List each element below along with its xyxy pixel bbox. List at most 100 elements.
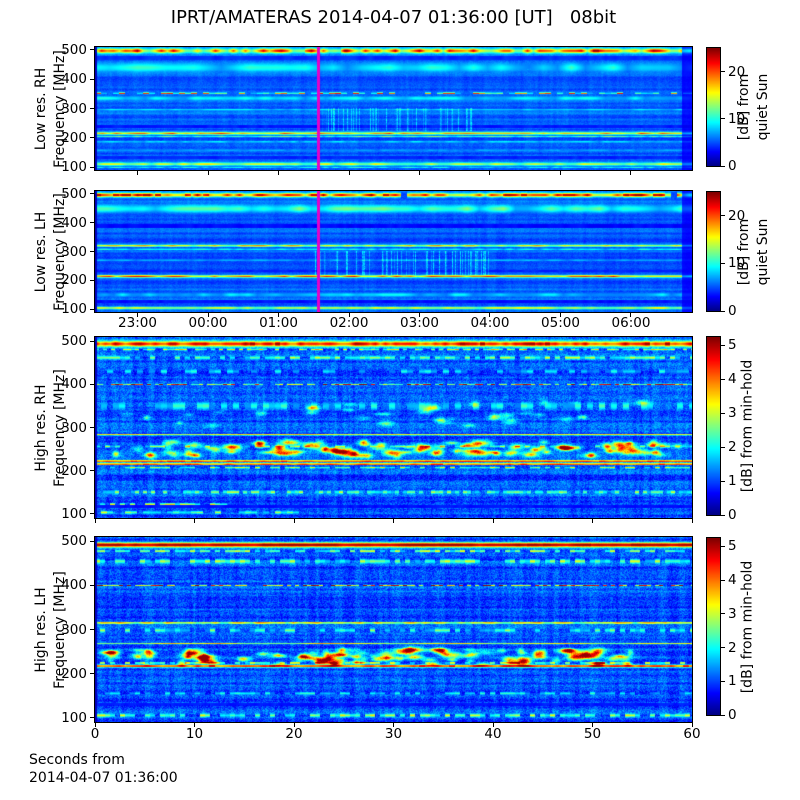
seconds-tick-label: 30 bbox=[384, 726, 403, 742]
colorbar-tick-label: 0 bbox=[728, 303, 737, 319]
y-tick-label: 400 bbox=[61, 376, 87, 393]
y-tick bbox=[90, 308, 94, 310]
x-tick bbox=[691, 723, 693, 727]
y-tick bbox=[90, 673, 94, 675]
y-tick bbox=[90, 717, 94, 719]
x-tick bbox=[278, 313, 280, 317]
y-tick bbox=[90, 513, 94, 515]
y-tick-label: 500 bbox=[61, 185, 87, 202]
y-tick bbox=[90, 78, 94, 80]
colorbar-tick bbox=[721, 71, 725, 73]
colorbar-tick-label: 0 bbox=[728, 507, 737, 523]
colorbar-low-res-lh bbox=[707, 192, 720, 311]
colorbar-tick bbox=[721, 647, 725, 649]
colorbar-tick bbox=[721, 579, 725, 581]
x-tick bbox=[293, 723, 295, 727]
seconds-tick-label: 60 bbox=[683, 726, 701, 742]
colorbar-low-res-rh bbox=[707, 48, 720, 166]
colorbar-tick bbox=[721, 545, 725, 547]
hour-tick-label: 03:00 bbox=[400, 315, 439, 331]
colorbar-high-res-rh bbox=[707, 337, 720, 515]
plot-title: IPRT/AMATERAS 2014-04-07 01:36:00 [UT] 0… bbox=[170, 7, 617, 28]
y-tick bbox=[90, 108, 94, 109]
x-tick bbox=[393, 723, 394, 727]
x-tick bbox=[293, 519, 295, 523]
x-tick bbox=[559, 171, 561, 175]
hour-tick-label: 05:00 bbox=[541, 315, 580, 331]
y-axis-label-text: High res. RH Frequency [MHz] bbox=[33, 368, 68, 487]
x-tick bbox=[592, 723, 593, 727]
colorbar-tick bbox=[721, 262, 725, 264]
spectrogram-low-res-rh bbox=[95, 47, 692, 170]
y-tick bbox=[90, 629, 94, 630]
y-tick bbox=[90, 251, 94, 252]
y-tick-label: 100 bbox=[61, 505, 87, 522]
x-axis-label: Seconds from 2014-04-07 01:36:00 bbox=[29, 752, 178, 786]
colorbar-tick-label: 2 bbox=[728, 439, 737, 456]
colorbar-tick bbox=[721, 714, 725, 716]
colorbar-tick bbox=[721, 344, 725, 346]
x-tick bbox=[630, 313, 632, 317]
colorbar-tick bbox=[721, 680, 725, 682]
y-tick bbox=[90, 340, 94, 342]
y-tick bbox=[90, 49, 94, 51]
seconds-tick-label: 10 bbox=[185, 726, 204, 742]
y-tick bbox=[90, 470, 94, 472]
y-tick-label: 400 bbox=[61, 577, 87, 594]
colorbar-tick-label: 3 bbox=[728, 605, 737, 622]
colorbar-tick-label: 20 bbox=[728, 63, 746, 80]
x-tick bbox=[194, 519, 195, 523]
hour-tick-label: 04:00 bbox=[470, 315, 510, 331]
colorbar-tick bbox=[721, 412, 725, 414]
hour-tick-label: 23:00 bbox=[118, 315, 157, 331]
x-tick bbox=[559, 313, 561, 317]
x-tick bbox=[348, 171, 350, 175]
colorbar-tick-label: 5 bbox=[728, 337, 737, 354]
colorbar-tick-label: 4 bbox=[728, 371, 737, 388]
y-tick-label: 300 bbox=[61, 243, 87, 260]
colorbar-tick-label: 20 bbox=[728, 207, 746, 224]
y-tick-label: 500 bbox=[61, 41, 87, 58]
y-tick bbox=[90, 222, 94, 224]
x-tick bbox=[194, 723, 195, 727]
seconds-tick-label: 40 bbox=[484, 726, 502, 742]
colorbar-tick-label: 4 bbox=[728, 572, 737, 589]
y-axis-label-text: Low res. LH Frequency [MHz] bbox=[33, 192, 68, 311]
colorbar-tick-label: 0 bbox=[728, 707, 737, 723]
x-tick bbox=[207, 171, 209, 175]
y-tick-label: 100 bbox=[61, 159, 87, 176]
spectrogram-high-res-rh bbox=[95, 337, 692, 518]
colorbar-tick bbox=[721, 613, 725, 615]
colorbar-label-text: [dB] from quiet Sun bbox=[736, 73, 771, 141]
colorbar-tick-label: 3 bbox=[728, 405, 737, 422]
colorbar-tick-label: 0 bbox=[728, 158, 737, 174]
y-tick-label: 200 bbox=[61, 129, 87, 146]
y-tick-label: 100 bbox=[61, 301, 87, 318]
seconds-tick-label: 20 bbox=[285, 726, 303, 742]
y-tick bbox=[90, 193, 94, 195]
x-tick bbox=[489, 313, 491, 317]
seconds-tick-label: 50 bbox=[583, 726, 602, 742]
y-tick-label: 100 bbox=[61, 709, 87, 726]
y-tick-label: 300 bbox=[61, 419, 87, 436]
x-tick bbox=[418, 171, 420, 175]
y-tick-label: 400 bbox=[61, 214, 87, 231]
colorbar-tick bbox=[721, 446, 725, 448]
colorbar-tick bbox=[721, 310, 725, 312]
colorbar-tick bbox=[721, 378, 725, 380]
spectrogram-low-res-lh bbox=[95, 191, 692, 312]
y-tick-label: 300 bbox=[61, 621, 87, 638]
x-tick bbox=[418, 313, 420, 317]
seconds-tick-label: 0 bbox=[90, 726, 100, 742]
x-tick bbox=[691, 519, 693, 523]
y-tick-label: 300 bbox=[61, 100, 87, 117]
spectrogram-high-res-lh bbox=[95, 537, 692, 722]
colorbar-high-res-lh bbox=[707, 538, 720, 715]
hour-tick-label: 01:00 bbox=[259, 315, 298, 331]
colorbar-tick-label: 1 bbox=[728, 673, 737, 690]
colorbar-tick-label: 5 bbox=[728, 538, 737, 555]
colorbar-tick bbox=[721, 480, 725, 482]
x-tick bbox=[489, 171, 491, 175]
y-tick bbox=[90, 166, 94, 168]
